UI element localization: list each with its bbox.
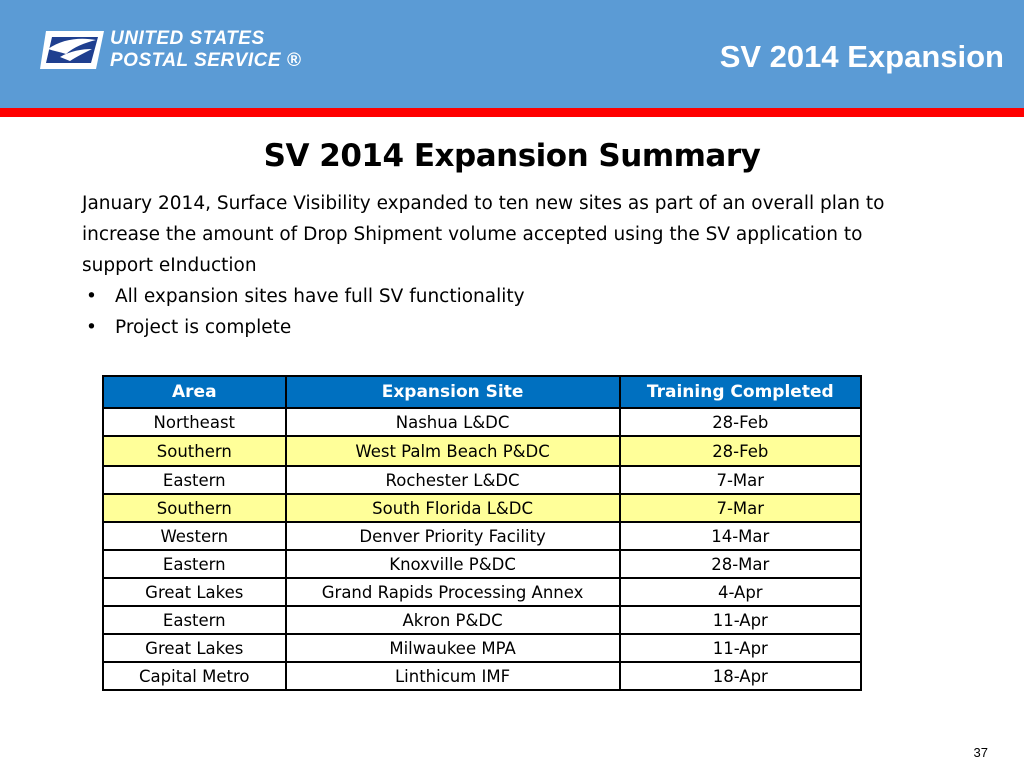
header-title: SV 2014 Expansion [719, 39, 1004, 74]
site-cell: Denver Priority Facility [284, 521, 621, 551]
site-cell: West Palm Beach P&DC [284, 435, 621, 467]
table-row: Great Lakes Milwaukee MPA 11-Apr [102, 633, 863, 663]
date-cell: 18-Apr [618, 661, 863, 691]
usps-logo: UNITED STATES POSTAL SERVICE ® [40, 27, 301, 73]
site-cell: Knoxville P&DC [284, 549, 621, 579]
bullet-item: • Project is complete [82, 312, 932, 343]
logo-wordmark: UNITED STATES POSTAL SERVICE ® [110, 28, 301, 72]
intro-paragraph: January 2014, Surface Visibility expande… [82, 193, 885, 276]
area-cell: Eastern [102, 549, 287, 579]
slide-title: SV 2014 Expansion Summary [263, 138, 761, 174]
bullet-text: All expansion sites have full SV functio… [115, 286, 525, 307]
site-cell: Linthicum IMF [284, 661, 621, 691]
date-cell: 28-Feb [618, 407, 863, 437]
site-cell: Grand Rapids Processing Annex [284, 577, 621, 607]
slide-body: January 2014, Surface Visibility expande… [82, 188, 932, 343]
table-row: Western Denver Priority Facility 14-Mar [102, 521, 863, 551]
area-cell: Southern [102, 493, 287, 523]
table-row: Great Lakes Grand Rapids Processing Anne… [102, 577, 863, 607]
table-header-row: Area Expansion Site Training Completed [102, 375, 863, 409]
column-header-area: Area [102, 375, 287, 409]
bullet-icon: • [86, 286, 97, 307]
date-cell: 7-Mar [618, 465, 863, 495]
logo-line-1: UNITED STATES [110, 28, 265, 49]
date-cell: 28-Mar [618, 549, 863, 579]
bullet-item: • All expansion sites have full SV functi… [82, 281, 932, 312]
site-cell: Nashua L&DC [284, 407, 621, 437]
area-cell: Northeast [102, 407, 287, 437]
area-cell: Western [102, 521, 287, 551]
page-number: 37 [973, 745, 988, 760]
date-cell: 28-Feb [618, 435, 863, 467]
column-header-training: Training Completed [618, 375, 863, 409]
area-cell: Great Lakes [102, 633, 287, 663]
bullet-icon: • [86, 317, 97, 338]
table-row: Southern West Palm Beach P&DC 28-Feb [102, 435, 863, 467]
logo-line-2: POSTAL SERVICE ® [110, 50, 302, 71]
date-cell: 4-Apr [618, 577, 863, 607]
table-row: Northeast Nashua L&DC 28-Feb [102, 407, 863, 437]
date-cell: 7-Mar [618, 493, 863, 523]
area-cell: Eastern [102, 465, 287, 495]
expansion-table: Area Expansion Site Training Completed N… [102, 375, 863, 691]
area-cell: Capital Metro [102, 661, 287, 691]
date-cell: 14-Mar [618, 521, 863, 551]
table-row: Eastern Akron P&DC 11-Apr [102, 605, 863, 635]
site-cell: Rochester L&DC [284, 465, 621, 495]
date-cell: 11-Apr [618, 633, 863, 663]
accent-bar [0, 108, 1024, 117]
bullet-text: Project is complete [115, 317, 292, 338]
table-row: Southern South Florida L&DC 7-Mar [102, 493, 863, 523]
table-row: Eastern Rochester L&DC 7-Mar [102, 465, 863, 495]
date-cell: 11-Apr [618, 605, 863, 635]
site-cell: Milwaukee MPA [284, 633, 621, 663]
site-cell: South Florida L&DC [284, 493, 621, 523]
table-row: Capital Metro Linthicum IMF 18-Apr [102, 661, 863, 691]
table-row: Eastern Knoxville P&DC 28-Mar [102, 549, 863, 579]
bullet-list: • All expansion sites have full SV functi… [82, 281, 932, 343]
header-bar: UNITED STATES POSTAL SERVICE ® SV 2014 E… [0, 0, 1024, 108]
area-cell: Great Lakes [102, 577, 287, 607]
column-header-site: Expansion Site [284, 375, 621, 409]
area-cell: Southern [102, 435, 287, 467]
site-cell: Akron P&DC [284, 605, 621, 635]
eagle-logo-icon [40, 31, 104, 69]
area-cell: Eastern [102, 605, 287, 635]
